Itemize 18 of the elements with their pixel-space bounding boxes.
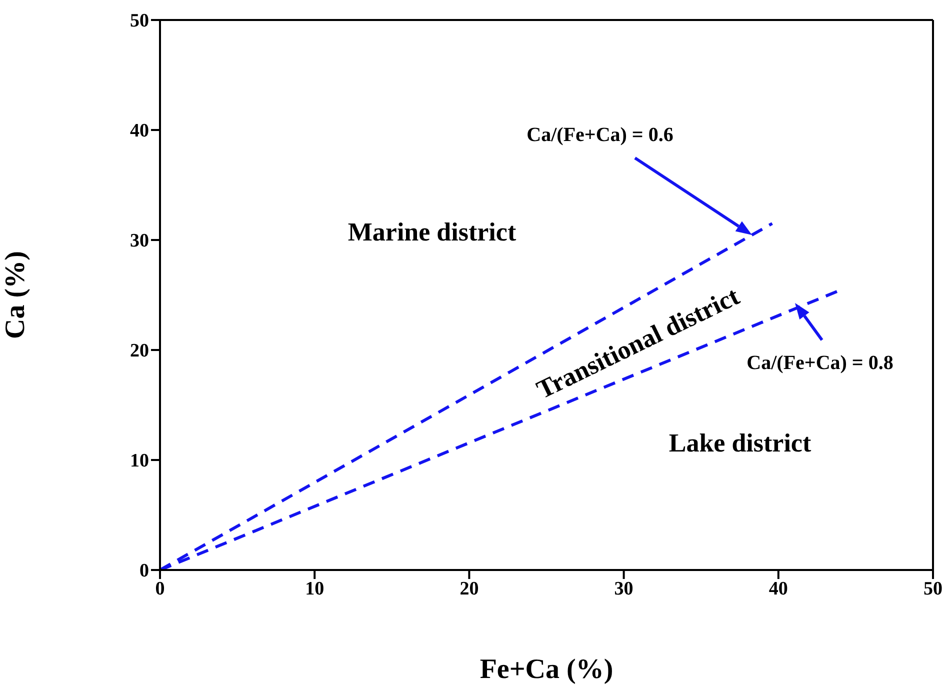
x-tick-label: 50 [924,578,942,600]
x-tick-label: 10 [305,578,324,600]
y-tick-label: 30 [130,230,149,252]
y-tick-label: 20 [130,340,149,362]
y-tick-label: 10 [130,450,149,472]
y-axis-title: Ca (%) [0,251,31,339]
x-axis-title: Fe+Ca (%) [480,654,614,685]
x-tick-label: 0 [155,578,165,600]
y-tick-label: 40 [130,120,149,142]
y-tick-label: 50 [130,10,149,32]
x-tick-label: 30 [614,578,634,600]
x-tick-label: 20 [460,578,479,600]
y-tick-label: 0 [140,560,149,582]
annotation: Marine district [348,218,516,246]
annotation: Ca/(Fe+Ca) = 0.6 [526,124,674,146]
annotation: Lake district [668,428,812,458]
annotation: Ca/(Fe+Ca) = 0.8 [746,352,894,374]
x-tick-label: 40 [768,578,788,600]
